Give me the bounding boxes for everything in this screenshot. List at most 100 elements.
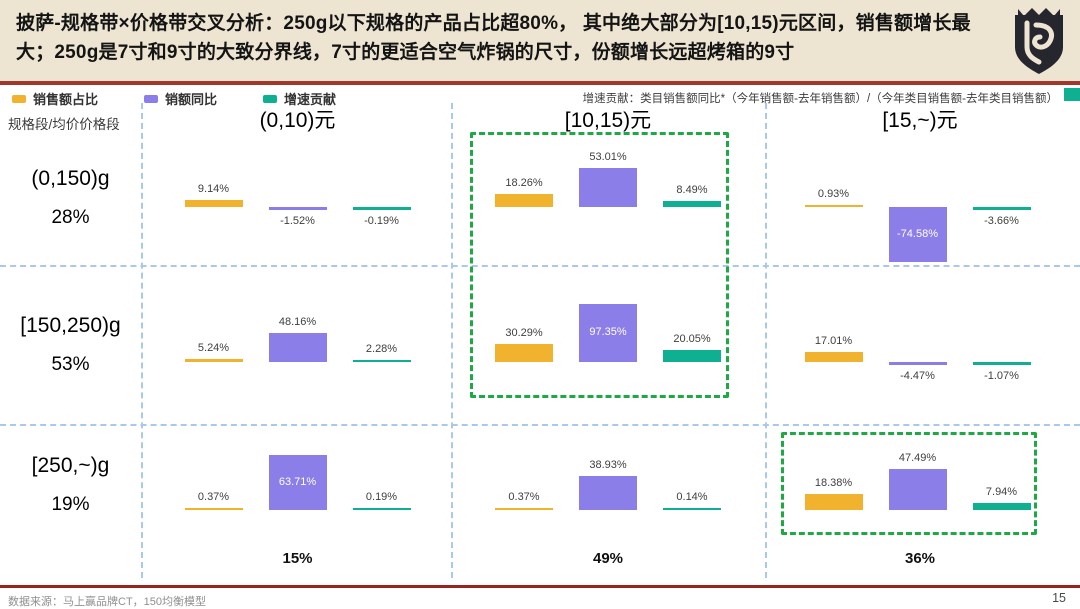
bar-sales-yoy [268, 333, 327, 362]
legend-item-sales-share: 销售额占比 [12, 89, 98, 108]
row-label-spec-1: (0,150)g 28% [0, 130, 141, 265]
grid-vline [141, 103, 143, 578]
column-total-3: 36% [904, 550, 936, 567]
bar-sales-yoy [888, 469, 947, 510]
bar-value-label: 8.49% [676, 183, 708, 196]
bar-sales-share [184, 358, 243, 362]
legend: 销售额占比 销额同比 增速贡献 [12, 89, 336, 108]
bar-value-label: 2.28% [365, 342, 398, 355]
bar-value-label: 18.26% [505, 176, 543, 189]
formula-note: 增速贡献：类目销售额同比*（今年销售额-去年销售额）/（今年类目销售额-去年类目… [582, 93, 1058, 105]
column-header-price-band-3: [15,~)元 [882, 109, 958, 132]
bar-growth-contribution [972, 503, 1031, 510]
bar-growth-contribution [352, 207, 411, 210]
bar-growth-contribution [663, 200, 721, 207]
bar-slot: 0.14% [650, 424, 734, 545]
page-number: 15 [1052, 591, 1066, 605]
bar-slot: 53.01% [566, 130, 650, 265]
bar-slot: 30.29% [482, 265, 566, 424]
bar-sales-yoy [579, 167, 637, 207]
brand-shield-logo [1015, 8, 1063, 74]
bar-sales-share [184, 200, 243, 207]
grid-hline [0, 265, 1080, 267]
legend-label: 销售额占比 [33, 92, 99, 107]
row-label: (0,150)g [31, 166, 110, 190]
bar-growth-contribution [352, 507, 411, 510]
bar-sales-share [184, 507, 243, 510]
column-total-1: 15% [282, 550, 313, 567]
sales-yoy-swatch-icon [144, 94, 159, 103]
row-share: 19% [51, 493, 90, 515]
column-total-2: 49% [592, 550, 624, 567]
bar-value-label: 0.37% [197, 490, 230, 503]
bar-value-label: 0.37% [508, 490, 540, 503]
bar-slot: 17.01% [792, 265, 876, 424]
axis-corner-label: 规格段/均价价格段 [8, 117, 120, 132]
bar-value-label: -1.52% [280, 214, 315, 227]
row-label: [250,~)g [31, 453, 110, 477]
bar-growth-contribution [663, 350, 721, 362]
row-label-spec-3: [250,~)g 19% [0, 424, 141, 545]
bar-slot: -4.47% [876, 265, 960, 424]
legend-item-sales-yoy: 销额同比 [144, 89, 217, 108]
bar-value-label: -3.66% [984, 214, 1019, 227]
bar-value-label: -0.19% [364, 214, 399, 227]
bar-value-label: -1.07% [984, 369, 1019, 382]
bar-sales-yoy [579, 476, 637, 510]
bar-slot: -74.58% [876, 130, 960, 265]
bar-slot: 48.16% [256, 265, 340, 424]
bar-value-label: 53.01% [589, 150, 627, 163]
row-label: [150,250)g [20, 313, 121, 337]
chart-cell: 17.01% -4.47% -1.07% [770, 265, 1065, 424]
bar-slot: 47.49% [876, 424, 960, 545]
bar-slot: 5.24% [172, 265, 256, 424]
bar-slot: 9.14% [172, 130, 256, 265]
bar-value-label: 63.71% [278, 475, 317, 488]
bar-slot: 8.49% [650, 130, 734, 265]
chart-cell: 0.93% -74.58% -3.66% [770, 130, 1065, 265]
bar-slot: 63.71% [256, 424, 340, 545]
grid-vline [765, 103, 767, 578]
bar-sales-share [804, 351, 863, 362]
bar-slot: -0.19% [340, 130, 424, 265]
bar-value-label: 47.49% [898, 452, 937, 464]
bar-value-label: 0.14% [676, 490, 708, 503]
bar-slot: 20.05% [650, 265, 734, 424]
bar-value-label: 18.38% [814, 477, 853, 490]
bar-sales-yoy [268, 207, 327, 210]
bar-slot: 2.28% [340, 265, 424, 424]
bar-sales-yoy [888, 207, 947, 262]
bar-value-label: 7.94% [985, 486, 1018, 499]
bar-slot: 0.93% [792, 130, 876, 265]
bar-value-label: 48.16% [278, 316, 317, 329]
bar-value-label: 5.24% [197, 341, 230, 354]
bar-sales-share [495, 343, 553, 362]
legend-label: 增速贡献 [284, 92, 337, 107]
bar-value-label: 97.35% [589, 326, 627, 338]
column-header-price-band-2: [10,15)元 [564, 109, 652, 132]
row-share: 28% [51, 206, 90, 228]
data-source: 数据来源：马上赢品牌CT，150均衡模型 [8, 596, 207, 608]
chart-cell: 18.38% 47.49% 7.94% [770, 424, 1065, 545]
footer-divider [0, 585, 1080, 588]
row-share: 53% [51, 353, 90, 375]
bar-slot: 7.94% [960, 424, 1044, 545]
chart-cell: 9.14% -1.52% -0.19% [150, 130, 445, 265]
bar-sales-yoy [579, 304, 637, 362]
header-bar: 披萨-规格带×价格带交叉分析：250g以下规格的产品占比超80%， 其中绝大部分… [0, 0, 1080, 85]
highlight-box-large-high-price [781, 432, 1037, 535]
bar-value-label: 30.29% [505, 326, 543, 339]
grid-vline [451, 103, 453, 578]
bar-value-label: 17.01% [814, 334, 853, 347]
row-label-spec-2: [150,250)g 53% [0, 265, 141, 424]
bar-value-label: 0.93% [817, 187, 850, 200]
bar-slot: 97.35% [566, 265, 650, 424]
bar-sales-share [495, 507, 553, 510]
bar-slot: -1.07% [960, 265, 1044, 424]
chart-cell: 18.26% 53.01% 8.49% [458, 130, 758, 265]
bar-slot: 0.19% [340, 424, 424, 545]
grid-hline [0, 424, 1080, 426]
bar-sales-share [495, 193, 553, 207]
bar-value-label: 0.19% [365, 490, 398, 503]
